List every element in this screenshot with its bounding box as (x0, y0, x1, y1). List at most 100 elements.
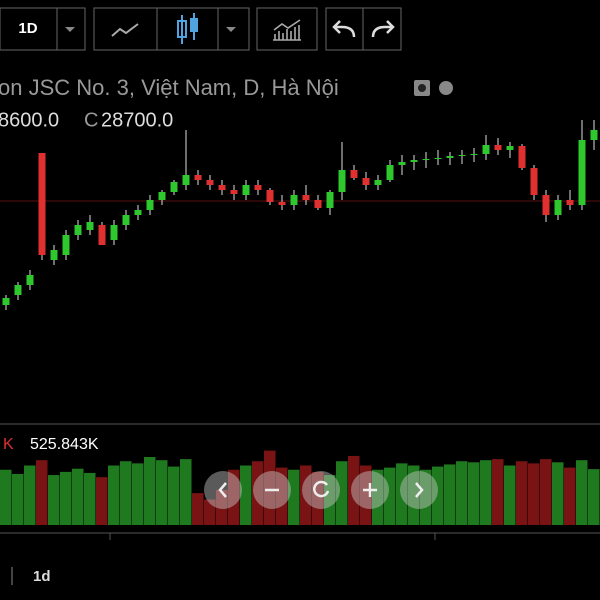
volume-bar (96, 477, 108, 525)
candle-body (206, 180, 214, 185)
volume-bar (336, 461, 348, 525)
settings-icon[interactable] (439, 81, 453, 95)
volume-bar (12, 474, 24, 525)
volume-bar (420, 469, 432, 525)
candle-body (230, 190, 238, 194)
candle-body (62, 235, 70, 255)
volume-bar (540, 459, 552, 525)
candle-body (530, 168, 538, 195)
candle-body (278, 202, 286, 205)
scroll-right[interactable] (400, 471, 438, 509)
volume-bar (228, 469, 240, 525)
candle-body (578, 140, 586, 205)
volume-bar (144, 457, 156, 525)
candle-body (2, 298, 10, 305)
candle-body (254, 185, 262, 190)
undo-icon[interactable] (332, 20, 356, 38)
interval-button[interactable] (0, 7, 86, 51)
icon-part (418, 84, 426, 92)
volume-bar (432, 466, 444, 525)
indicators-icon (273, 19, 301, 41)
reset[interactable] (302, 471, 340, 509)
candle-body (422, 159, 430, 160)
close-prefix: C (84, 109, 98, 131)
volume-bar (564, 467, 576, 525)
candle-body (86, 222, 94, 230)
volume-bar (360, 465, 372, 525)
zoom-controls (204, 471, 438, 509)
interval-label[interactable]: 1D (18, 20, 37, 37)
volume-bar (60, 471, 72, 525)
candle-body (110, 225, 118, 240)
dropdown-icon[interactable] (65, 27, 75, 32)
volume-bar (192, 493, 204, 525)
indicators-button[interactable] (256, 7, 318, 51)
candle-body (74, 225, 82, 235)
range-label[interactable]: 1d (33, 568, 51, 585)
volume-bars (0, 450, 600, 525)
volume-bar (240, 465, 252, 525)
candle-body (134, 210, 142, 215)
candle-body (518, 146, 526, 168)
candle-body (170, 182, 178, 192)
volume-bar (516, 461, 528, 525)
candle-body (506, 146, 514, 150)
zoom-icons (218, 480, 424, 498)
scroll-left[interactable] (204, 471, 242, 509)
line-chart-icon[interactable] (111, 23, 139, 37)
candle-body (458, 155, 466, 156)
candle-body (266, 190, 274, 202)
candle-body (182, 175, 190, 185)
candle-body (314, 200, 322, 208)
volume-bar (24, 465, 36, 525)
volume-bar (372, 469, 384, 525)
candle-body (38, 153, 46, 255)
candle-body (290, 195, 298, 205)
volume-bar (300, 465, 312, 525)
volume-bar (444, 464, 456, 525)
candle-body (542, 195, 550, 215)
candle-body (386, 165, 394, 180)
volume-bar (48, 475, 60, 525)
volume-bar (132, 463, 144, 525)
candle-body (470, 154, 478, 155)
candle-body (242, 185, 250, 195)
candle-body (374, 180, 382, 185)
candle-icon[interactable] (177, 13, 198, 44)
candle-body (194, 175, 202, 180)
candle-body (410, 160, 418, 162)
volume-bar (324, 475, 336, 525)
volume-bar (204, 499, 216, 525)
dropdown-icon[interactable] (226, 27, 236, 32)
volume-bar (0, 469, 12, 525)
candle-body (494, 145, 502, 150)
chart-type-group (93, 7, 250, 51)
volume-bar (528, 463, 540, 525)
candle-body (590, 130, 598, 140)
volume-bar (396, 463, 408, 525)
volume-bar (456, 461, 468, 525)
volume-bar (156, 460, 168, 525)
volume-bar (588, 469, 600, 525)
volume-bar (72, 468, 84, 525)
volume-bar (120, 461, 132, 525)
volume-value: 525.843K (30, 436, 99, 453)
volume-bar (384, 467, 396, 525)
candle-body (350, 170, 358, 178)
open-value: 8600.0 (0, 109, 59, 131)
redo-icon[interactable] (371, 20, 395, 38)
candle-body (434, 158, 442, 159)
candle-body (446, 156, 454, 158)
volume-bar (180, 459, 192, 525)
volume-bar (480, 460, 492, 525)
candle-body (566, 200, 574, 205)
volume-bar (348, 455, 360, 525)
volume-bar (84, 472, 96, 525)
candle-body (26, 275, 34, 285)
candle-body (50, 250, 58, 260)
candle-body (122, 215, 130, 225)
volume-bar (276, 467, 288, 525)
candle-body (362, 178, 370, 185)
volume-bar (312, 471, 324, 525)
